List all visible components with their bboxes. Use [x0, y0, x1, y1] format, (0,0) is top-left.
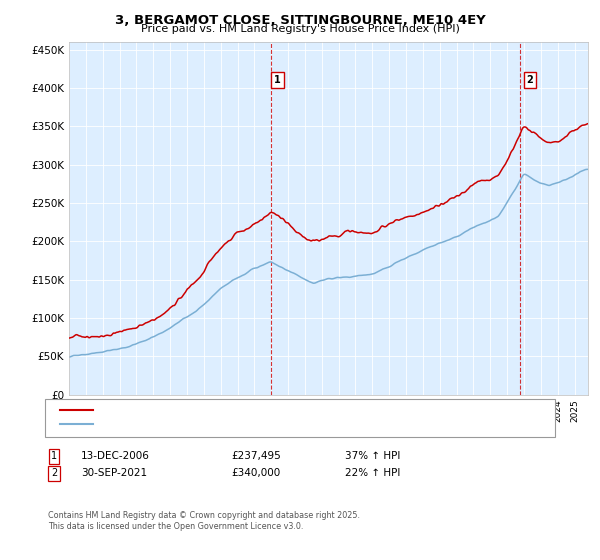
Text: HPI: Average price, semi-detached house, Swale: HPI: Average price, semi-detached house,…: [100, 419, 331, 428]
Text: £237,495: £237,495: [231, 451, 281, 461]
Text: 13-DEC-2006: 13-DEC-2006: [81, 451, 150, 461]
Text: 3, BERGAMOT CLOSE, SITTINGBOURNE, ME10 4EY: 3, BERGAMOT CLOSE, SITTINGBOURNE, ME10 4…: [115, 14, 485, 27]
Text: Contains HM Land Registry data © Crown copyright and database right 2025.: Contains HM Land Registry data © Crown c…: [48, 511, 360, 520]
Text: 22% ↑ HPI: 22% ↑ HPI: [345, 468, 400, 478]
Text: 2: 2: [526, 76, 533, 85]
Text: 3, BERGAMOT CLOSE, SITTINGBOURNE, ME10 4EY (semi-detached house): 3, BERGAMOT CLOSE, SITTINGBOURNE, ME10 4…: [100, 406, 449, 415]
Text: 30-SEP-2021: 30-SEP-2021: [81, 468, 147, 478]
Text: This data is licensed under the Open Government Licence v3.0.: This data is licensed under the Open Gov…: [48, 522, 304, 531]
Text: Price paid vs. HM Land Registry's House Price Index (HPI): Price paid vs. HM Land Registry's House …: [140, 24, 460, 34]
Text: £340,000: £340,000: [231, 468, 280, 478]
Text: 2: 2: [51, 468, 57, 478]
Text: 1: 1: [274, 76, 281, 85]
Text: 1: 1: [51, 451, 57, 461]
Text: 37% ↑ HPI: 37% ↑ HPI: [345, 451, 400, 461]
